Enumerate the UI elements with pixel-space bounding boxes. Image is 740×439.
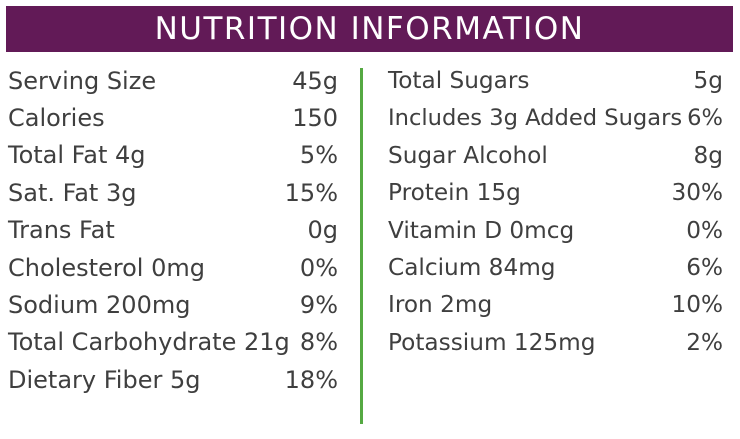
nutrient-label: Calories bbox=[8, 104, 105, 133]
nutrient-value: 9% bbox=[299, 291, 338, 320]
nutrient-row-total-carbohydrate: Total Carbohydrate 21g 8% bbox=[8, 324, 338, 361]
nutrient-value: 10% bbox=[671, 291, 723, 319]
nutrient-value: 150 bbox=[292, 104, 338, 133]
nutrient-value: 0g bbox=[307, 216, 338, 245]
nutrient-row-serving-size: Serving Size 45g bbox=[8, 62, 338, 99]
nutrient-value: 8g bbox=[693, 141, 723, 169]
nutrient-row-dietary-fiber: Dietary Fiber 5g 18% bbox=[8, 361, 338, 398]
column-divider bbox=[360, 68, 363, 424]
nutrient-row-sodium: Sodium 200mg 9% bbox=[8, 286, 338, 323]
nutrient-value: 45g bbox=[292, 66, 338, 95]
nutrient-value: 0% bbox=[686, 216, 723, 244]
nutrient-label: Sat. Fat 3g bbox=[8, 178, 137, 207]
nutrient-label: Cholesterol 0mg bbox=[8, 253, 205, 282]
nutrition-header: NUTRITION INFORMATION bbox=[6, 6, 733, 52]
nutrient-label: Total Fat 4g bbox=[8, 141, 146, 170]
nutrient-label: Vitamin D 0mcg bbox=[388, 216, 575, 244]
nutrient-label: Protein 15g bbox=[388, 179, 521, 207]
nutrient-row-sat-fat: Sat. Fat 3g 15% bbox=[8, 174, 338, 211]
nutrient-label: Sodium 200mg bbox=[8, 291, 191, 320]
nutrient-label: Potassium 125mg bbox=[388, 328, 596, 356]
nutrition-title: NUTRITION INFORMATION bbox=[154, 11, 585, 47]
nutrient-label: Iron 2mg bbox=[388, 291, 493, 319]
left-nutrient-column: Serving Size 45g Calories 150 Total Fat … bbox=[8, 62, 338, 399]
nutrient-label: Dietary Fiber 5g bbox=[8, 365, 201, 394]
nutrient-value: 2% bbox=[686, 328, 723, 356]
nutrient-label: Total Sugars bbox=[388, 67, 530, 95]
nutrient-value: 0% bbox=[299, 253, 338, 282]
nutrient-row-vitamin-d: Vitamin D 0mcg 0% bbox=[388, 212, 723, 249]
nutrient-value: 5g bbox=[693, 67, 723, 95]
nutrient-row-potassium: Potassium 125mg 2% bbox=[388, 324, 723, 361]
nutrient-row-added-sugars: Includes 3g Added Sugars 6% bbox=[388, 99, 723, 136]
nutrient-row-calories: Calories 150 bbox=[8, 99, 338, 136]
nutrient-row-total-sugars: Total Sugars 5g bbox=[388, 62, 723, 99]
nutrient-value: 8% bbox=[299, 328, 338, 357]
right-nutrient-column: Total Sugars 5g Includes 3g Added Sugars… bbox=[388, 62, 723, 361]
nutrient-row-sugar-alcohol: Sugar Alcohol 8g bbox=[388, 137, 723, 174]
nutrient-row-total-fat: Total Fat 4g 5% bbox=[8, 137, 338, 174]
nutrient-label: Total Carbohydrate 21g bbox=[8, 328, 290, 357]
nutrient-row-iron: Iron 2mg 10% bbox=[388, 286, 723, 323]
nutrient-value: 6% bbox=[687, 104, 723, 131]
nutrient-row-protein: Protein 15g 30% bbox=[388, 174, 723, 211]
nutrient-value: 6% bbox=[686, 254, 723, 282]
nutrient-label: Sugar Alcohol bbox=[388, 141, 548, 169]
nutrient-row-calcium: Calcium 84mg 6% bbox=[388, 249, 723, 286]
nutrient-value: 30% bbox=[671, 179, 723, 207]
nutrient-label: Includes 3g Added Sugars bbox=[388, 104, 683, 131]
nutrient-row-cholesterol: Cholesterol 0mg 0% bbox=[8, 249, 338, 286]
nutrient-label: Serving Size bbox=[8, 66, 157, 95]
nutrient-value: 15% bbox=[284, 178, 338, 207]
nutrient-row-trans-fat: Trans Fat 0g bbox=[8, 212, 338, 249]
nutrient-value: 5% bbox=[299, 141, 338, 170]
nutrient-label: Calcium 84mg bbox=[388, 254, 556, 282]
nutrient-label: Trans Fat bbox=[8, 216, 115, 245]
nutrient-value: 18% bbox=[284, 365, 338, 394]
